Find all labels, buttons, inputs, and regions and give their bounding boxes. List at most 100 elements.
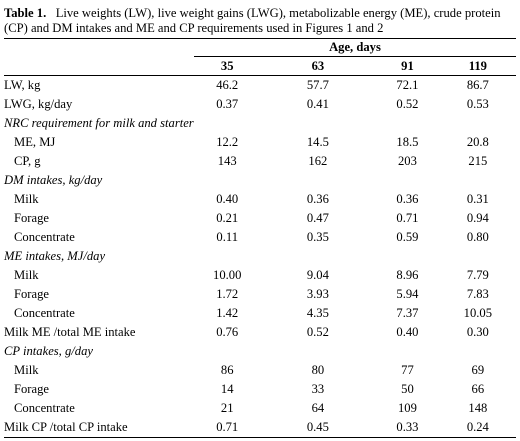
table-row: LWG, kg/day 0.37 0.41 0.52 0.53: [4, 95, 516, 114]
cell: 20.8: [466, 135, 489, 149]
cell: 0.37: [216, 97, 239, 111]
row-label: Milk CP /total CP intake: [4, 418, 194, 438]
cell: 12.2: [216, 135, 239, 149]
cell: 0.33: [375, 418, 440, 438]
cell: 0.80: [466, 230, 489, 244]
table-row: Milk 0.40 0.36 0.36 0.31: [4, 190, 516, 209]
cell: 4.35: [306, 306, 329, 320]
cell: 109: [398, 401, 417, 415]
cell: 8.96: [396, 268, 419, 282]
section-row: ME intakes, MJ/day: [4, 247, 516, 266]
section-row: NRC requirement for milk and starter: [4, 114, 516, 133]
day-header: 91: [375, 56, 440, 76]
section-label: CP intakes, g/day: [4, 344, 93, 358]
cell: 0.71: [396, 211, 419, 225]
day-header: 63: [260, 56, 376, 76]
cell: 3.93: [306, 287, 329, 301]
cell: 18.5: [396, 135, 419, 149]
row-label: Milk: [14, 192, 39, 206]
age-group-header: Age, days: [193, 38, 516, 57]
cell: 0.40: [216, 192, 239, 206]
table-row: Concentrate 0.11 0.35 0.59 0.80: [4, 228, 516, 247]
row-label: Milk: [14, 363, 39, 377]
cell: 72.1: [396, 78, 419, 92]
cell: 46.2: [216, 78, 239, 92]
cell: 0.76: [216, 325, 239, 339]
table-row: Milk 86 80 77 69: [4, 361, 516, 380]
cell: 9.04: [306, 268, 329, 282]
section-label: DM intakes, kg/day: [4, 173, 103, 187]
cell: 0.94: [466, 211, 489, 225]
cell: 0.30: [466, 325, 489, 339]
row-label: Forage: [14, 287, 49, 301]
row-label: LW, kg: [4, 78, 41, 92]
cell: 0.35: [306, 230, 329, 244]
cell: 0.45: [260, 418, 376, 438]
cell: 143: [217, 154, 237, 168]
table-row: Milk CP /total CP intake 0.71 0.45 0.33 …: [4, 418, 516, 438]
cell: 0.31: [466, 192, 489, 206]
cell: 10.00: [213, 268, 242, 282]
table-row: Concentrate 1.42 4.35 7.37 10.05: [4, 304, 516, 323]
row-label: CP, g: [14, 154, 41, 168]
table-row: Forage 14 33 50 66: [4, 380, 516, 399]
table-row: Forage 0.21 0.47 0.71 0.94: [4, 209, 516, 228]
row-label: Concentrate: [14, 401, 75, 415]
row-label: Forage: [14, 382, 49, 396]
header-days-row: 35 63 91 119: [4, 56, 516, 76]
cell: 10.05: [463, 306, 493, 320]
table-row: LW, kg 46.2 57.7 72.1 86.7: [4, 76, 516, 96]
caption-label: Table 1.: [4, 6, 47, 20]
cell: 33: [311, 382, 325, 396]
row-label: Concentrate: [14, 306, 75, 320]
cell: 0.53: [466, 97, 489, 111]
cell: 7.83: [466, 287, 489, 301]
row-label: ME, MJ: [14, 135, 56, 149]
cell: 64: [311, 401, 325, 415]
cell: 77: [401, 363, 414, 377]
section-label: NRC requirement for milk and starter: [4, 116, 194, 130]
cell: 162: [308, 154, 328, 168]
cell: 7.37: [396, 306, 419, 320]
table-row: Milk 10.00 9.04 8.96 7.79: [4, 266, 516, 285]
cell: 80: [311, 363, 325, 377]
cell: 14: [220, 382, 234, 396]
day-header: 35: [193, 56, 261, 76]
header-group-row: Age, days: [4, 38, 516, 57]
cell: 21: [220, 401, 234, 415]
table-row: Forage 1.72 3.93 5.94 7.83: [4, 285, 516, 304]
section-row: CP intakes, g/day: [4, 342, 516, 361]
row-label: Milk: [14, 268, 39, 282]
cell: 0.36: [396, 192, 419, 206]
cell: 0.21: [216, 211, 239, 225]
cell: 215: [468, 154, 488, 168]
cell: 0.59: [396, 230, 419, 244]
data-table: Age, days 35 63 91 119 LW, kg 46.2 57.7 …: [4, 38, 516, 438]
cell: 86: [220, 363, 234, 377]
row-label: Milk ME /total ME intake: [4, 325, 136, 339]
cell: 0.11: [216, 230, 238, 244]
row-label: Concentrate: [14, 230, 75, 244]
row-label: LWG, kg/day: [4, 97, 73, 111]
cell: 148: [468, 401, 488, 415]
cell: 66: [471, 382, 485, 396]
cell: 0.52: [396, 97, 419, 111]
cell: 0.24: [439, 418, 516, 438]
table-row: CP, g 143 162 203 215: [4, 152, 516, 171]
table-row: Milk ME /total ME intake 0.76 0.52 0.40 …: [4, 323, 516, 342]
cell: 0.47: [306, 211, 329, 225]
cell: 86.7: [466, 78, 489, 92]
cell: 0.52: [306, 325, 329, 339]
cell: 203: [398, 154, 417, 168]
section-label: ME intakes, MJ/day: [4, 249, 106, 263]
table-caption: Table 1. Live weights (LW), live weight …: [4, 6, 514, 35]
caption-text: Live weights (LW), live weight gains (LW…: [4, 6, 501, 35]
row-label: Forage: [14, 211, 49, 225]
cell: 14.5: [306, 135, 329, 149]
cell: 69: [471, 363, 485, 377]
cell: 7.79: [466, 268, 489, 282]
table-row: Concentrate 21 64 109 148: [4, 399, 516, 418]
cell: 0.36: [306, 192, 329, 206]
cell: 1.72: [216, 287, 239, 301]
